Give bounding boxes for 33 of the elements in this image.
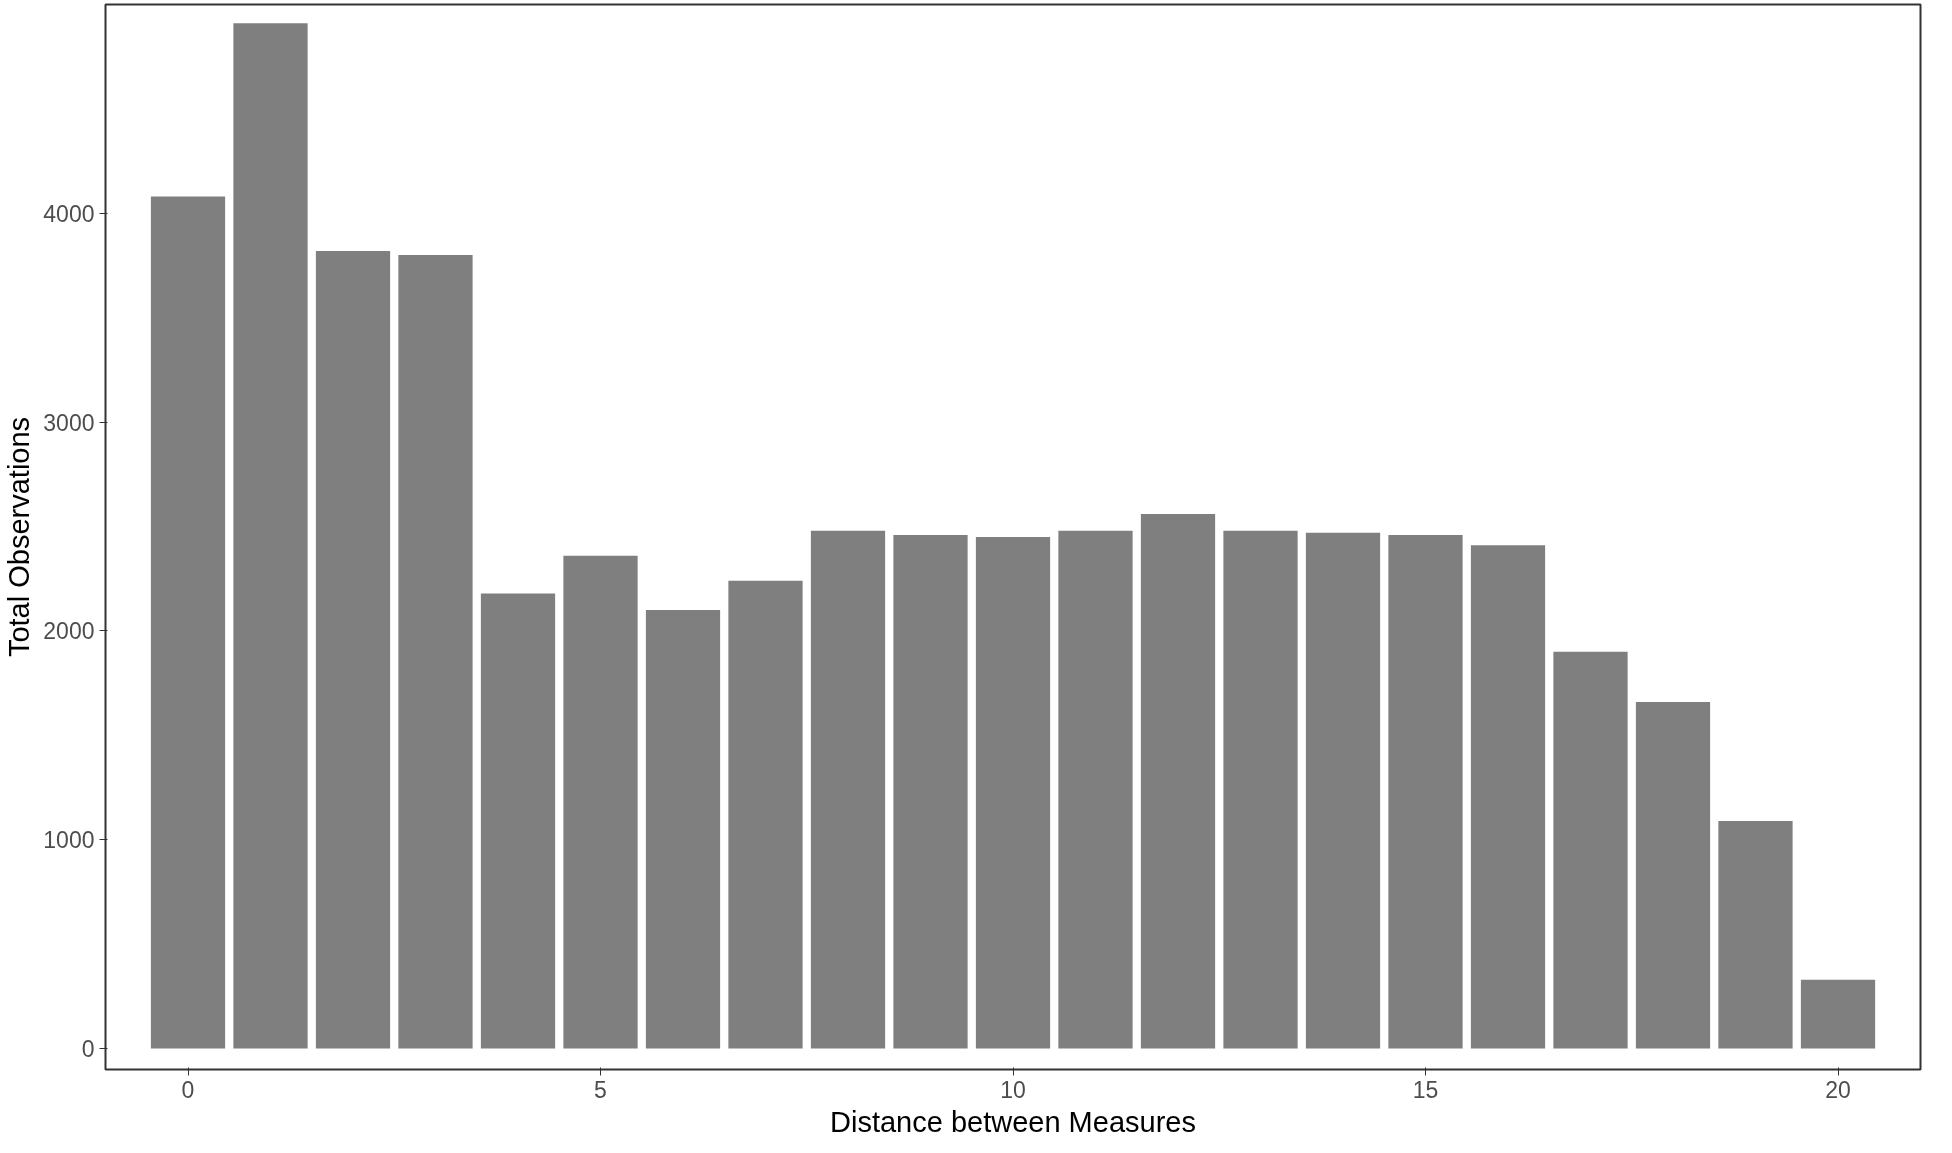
x-tick-label: 15 xyxy=(1412,1076,1439,1103)
bar xyxy=(975,537,1051,1049)
bar xyxy=(1635,701,1711,1049)
y-tick-label: 2000 xyxy=(43,618,95,645)
x-tick-label: 20 xyxy=(1825,1076,1851,1103)
x-tick-label: 5 xyxy=(594,1076,607,1103)
bar xyxy=(893,534,968,1049)
bar xyxy=(1800,979,1876,1049)
bar xyxy=(1388,534,1463,1049)
bar xyxy=(1140,514,1216,1049)
bar xyxy=(1470,545,1546,1049)
bar xyxy=(1058,530,1133,1049)
bar xyxy=(233,23,308,1049)
bar xyxy=(1718,821,1793,1049)
bar xyxy=(315,250,391,1049)
bar xyxy=(150,196,226,1049)
bar xyxy=(810,530,886,1049)
y-axis-title: Total Observations xyxy=(3,416,36,658)
y-tick-label: 3000 xyxy=(43,409,95,436)
bar xyxy=(398,255,473,1049)
y-tick-label: 4000 xyxy=(43,200,95,227)
y-tick-label: 1000 xyxy=(43,827,95,854)
bar xyxy=(1553,651,1628,1049)
bar xyxy=(480,593,556,1049)
bar xyxy=(645,610,721,1049)
x-tick-label: 0 xyxy=(181,1076,195,1103)
x-axis-title: Distance between Measures xyxy=(830,1105,1196,1138)
bar xyxy=(1223,530,1298,1049)
y-tick-label: 0 xyxy=(81,1036,95,1063)
bar xyxy=(728,580,803,1049)
bar xyxy=(1305,532,1381,1049)
x-tick-label: 10 xyxy=(1000,1076,1026,1103)
bar xyxy=(563,555,638,1049)
